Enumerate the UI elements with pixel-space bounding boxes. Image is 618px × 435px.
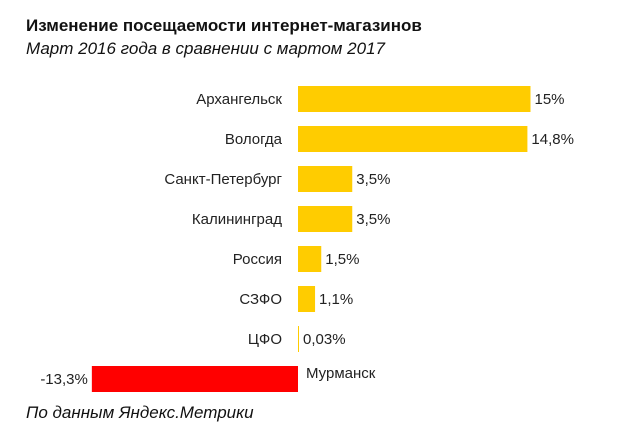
value-label-калининград: 3,5% — [356, 211, 390, 228]
bar-калининград — [298, 206, 353, 232]
bar-архангельск — [298, 86, 531, 112]
value-label-вологда: 14,8% — [531, 131, 574, 148]
value-label-россия: 1,5% — [325, 251, 359, 268]
bar-россия — [298, 246, 322, 272]
value-label-санкт-петербург: 3,5% — [356, 171, 390, 188]
category-label-мурманск: Мурманск — [306, 365, 376, 382]
bar-сзфо — [298, 286, 316, 312]
value-label-сзфо: 1,1% — [319, 291, 353, 308]
category-label-санкт-петербург: Санкт-Петербург — [164, 171, 282, 188]
bar-санкт-петербург — [298, 166, 353, 192]
category-label-вологда: Вологда — [225, 131, 283, 148]
value-label-цфо: 0,03% — [303, 331, 346, 348]
bar-цфо — [298, 326, 299, 352]
bar-вологда — [298, 126, 528, 152]
value-label-архангельск: 15% — [535, 91, 565, 108]
category-label-сзфо: СЗФО — [239, 291, 282, 308]
bar-мурманск — [91, 366, 298, 392]
category-label-россия: Россия — [233, 251, 282, 268]
chart-title: Изменение посещаемости интернет-магазино… — [26, 16, 422, 35]
data-source-note: По данным Яндекс.Метрики — [26, 403, 254, 422]
category-label-калининград: Калининград — [192, 211, 282, 228]
category-label-цфо: ЦФО — [248, 331, 282, 348]
value-label-мурманск: -13,3% — [40, 371, 88, 388]
category-label-архангельск: Архангельск — [196, 91, 282, 108]
chart-subtitle: Март 2016 года в сравнении с мартом 2017 — [26, 39, 385, 58]
